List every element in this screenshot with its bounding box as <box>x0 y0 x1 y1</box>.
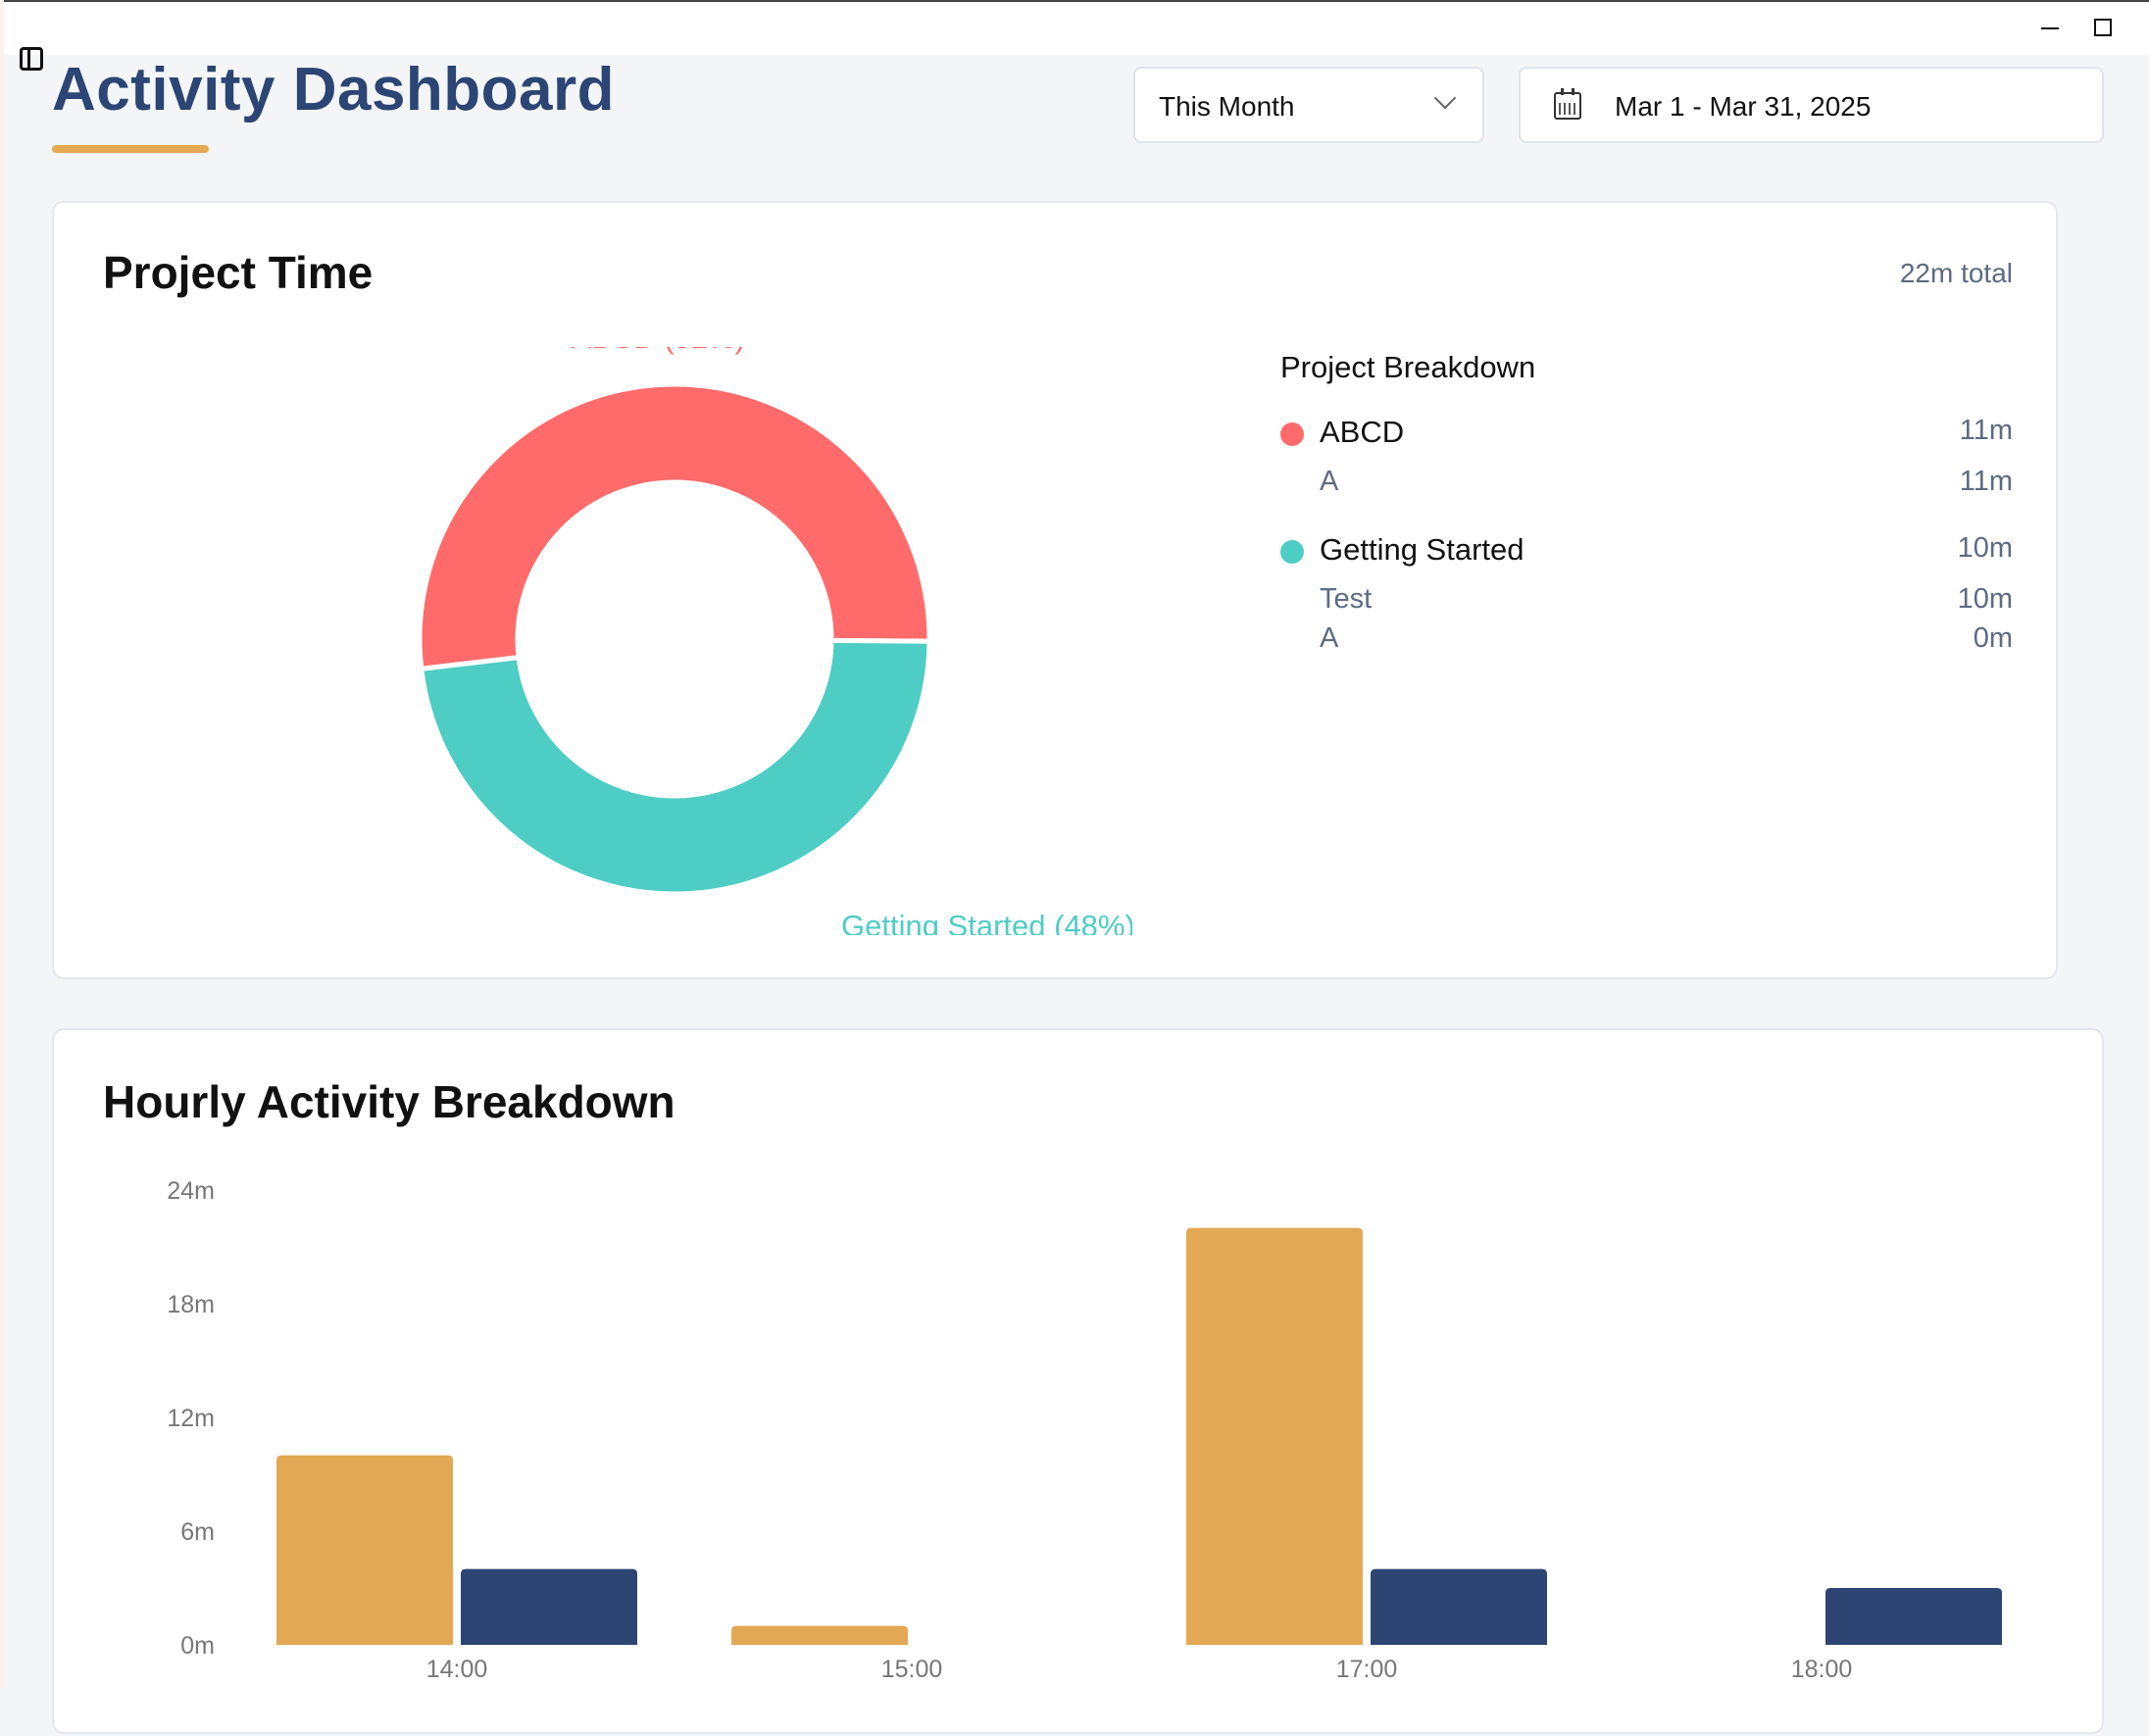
y-tick-label: 0m <box>180 1632 215 1660</box>
legend-task: A 11m <box>1280 466 2013 501</box>
card-title: Hourly Activity Breakdown <box>103 1076 675 1127</box>
title-underline <box>52 145 209 153</box>
slice-label: ABCD (52%) <box>572 321 745 355</box>
donut-slice-getting-started <box>418 637 932 897</box>
time-range-value: This Month <box>1159 91 1295 122</box>
task-time: 0m <box>1973 622 2013 654</box>
bar-1700-series1 <box>1186 1227 1363 1645</box>
donut-slice-abcd <box>417 381 932 672</box>
color-dot-icon <box>1280 422 1304 446</box>
window-border <box>0 0 2149 2</box>
date-range-picker[interactable]: Mar 1 - Mar 31, 2025 <box>1519 67 2104 143</box>
total-time: 22m total <box>1899 258 2013 288</box>
legend-project[interactable]: ABCD 11m <box>1280 415 2013 450</box>
date-range-value: Mar 1 - Mar 31, 2025 <box>1615 91 1872 122</box>
task-name: A <box>1320 466 1339 497</box>
bar-1800-series2 <box>1825 1588 2002 1645</box>
legend-task: Test 10m <box>1280 583 2013 619</box>
legend-task: A 0m <box>1280 622 2013 658</box>
task-name: Test <box>1320 583 1373 615</box>
legend-project[interactable]: Getting Started 10m <box>1280 532 2013 568</box>
y-tick-label: 6m <box>180 1518 215 1546</box>
project-time: 11m <box>1959 415 2013 446</box>
window-titlebar <box>0 2 2149 55</box>
x-tick-label: 17:00 <box>1336 1656 1398 1683</box>
maximize-icon[interactable] <box>2094 19 2112 36</box>
bar-1700-series2 <box>1371 1568 1547 1645</box>
minimize-icon[interactable] <box>2039 16 2061 37</box>
task-time: 11m <box>1959 466 2013 497</box>
y-tick-label: 12m <box>167 1405 215 1432</box>
project-name: Getting Started <box>1320 532 1524 567</box>
task-time: 10m <box>1957 583 2013 615</box>
chevron-down-icon <box>1433 86 1457 110</box>
y-tick-label: 24m <box>167 1177 215 1205</box>
slice-label: Getting Started (48%) <box>841 909 1135 943</box>
page-title: Activity Dashboard <box>52 56 616 124</box>
time-range-select[interactable]: This Month <box>1133 67 1484 143</box>
sidebar-toggle-icon[interactable] <box>20 47 43 71</box>
hourly-bar-chart: 0m 6m 12m 18m 24m 14:00 15:00 17:00 18:00 <box>167 1177 2002 1683</box>
color-dot-icon <box>1280 540 1304 564</box>
x-tick-label: 15:00 <box>881 1656 943 1683</box>
project-time-card: Project Time 22m total ABCD (52%) Getting… <box>52 201 2058 979</box>
project-time: 10m <box>1957 532 2013 564</box>
project-name: ABCD <box>1320 415 1405 449</box>
x-tick-label: 18:00 <box>1791 1656 1853 1683</box>
y-tick-label: 18m <box>167 1291 215 1318</box>
bar-1400-series1 <box>276 1455 453 1645</box>
task-name: A <box>1320 622 1339 654</box>
bar-1400-series2 <box>461 1568 637 1645</box>
x-tick-label: 14:00 <box>426 1656 488 1683</box>
hourly-activity-card: Hourly Activity Breakdown 0m 6m 12m 18m 24m 1… <box>52 1028 2104 1734</box>
donut-chart: ABCD (52%) Getting Started (48%) <box>417 321 1135 943</box>
calendar-icon <box>1554 88 1581 120</box>
legend-title: Project Breakdown <box>1280 350 1536 384</box>
window-edge <box>0 0 4 1688</box>
donut-group: ABCD (52%) Getting Started (48%) <box>417 321 1135 943</box>
bar-1500-series1 <box>731 1625 908 1645</box>
card-title: Project Time <box>103 247 374 298</box>
